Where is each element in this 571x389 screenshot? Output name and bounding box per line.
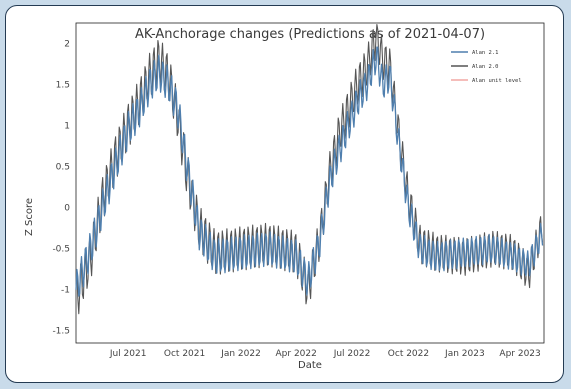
x-tick-label: Apr 2023: [499, 349, 540, 359]
legend-entry: Alan 2.1: [472, 50, 499, 56]
line-chart: AK-Anchorage changes (Predictions as of …: [24, 22, 545, 371]
x-tick-label: Oct 2022: [388, 349, 429, 359]
series-layer: [75, 24, 544, 315]
x-axis-ticks: Jul 2021 Oct 2021 Jan 2022 Apr 2022 Jul 2022…: [109, 349, 541, 359]
legend-entry: Alan 2.0: [472, 64, 499, 70]
y-axis-label: Z Score: [24, 198, 35, 236]
chart-frame: AK-Anchorage changes (Predictions as of …: [5, 5, 564, 383]
y-tick-label: 2: [64, 40, 70, 50]
y-tick-label: -0.5: [52, 245, 70, 255]
x-tick-label: Oct 2021: [164, 349, 205, 359]
y-axis-ticks: -1.5 -1 -0.5 0 0.5 1 1.5 2: [52, 40, 70, 337]
y-tick-label: 0: [64, 204, 70, 214]
x-tick-label: Jan 2022: [220, 349, 261, 359]
y-tick-label: -1: [61, 286, 70, 296]
y-tick-label: 1: [64, 122, 70, 132]
y-tick-label: -1.5: [52, 327, 70, 337]
series-line: [75, 46, 544, 297]
chart-title: AK-Anchorage changes (Predictions as of …: [135, 27, 485, 42]
series-line: [75, 24, 544, 315]
x-tick-label: Jul 2021: [109, 349, 147, 359]
x-tick-label: Apr 2022: [276, 349, 317, 359]
legend-entry: Alan unit level: [472, 78, 522, 84]
legend: Alan 2.1 Alan 2.0 Alan unit level: [451, 50, 522, 84]
x-tick-label: Jan 2023: [444, 349, 485, 359]
y-tick-label: 0.5: [56, 163, 70, 173]
x-tick-label: Jul 2022: [333, 349, 371, 359]
y-tick-label: 1.5: [56, 81, 70, 91]
x-axis-label: Date: [298, 360, 322, 371]
